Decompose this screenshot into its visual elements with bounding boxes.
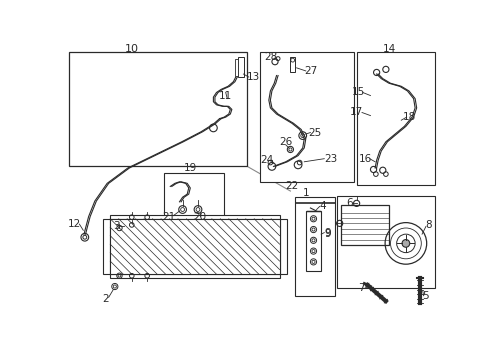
Bar [337, 195, 435, 288]
Text: 9: 9 [324, 228, 331, 238]
Text: 16: 16 [359, 154, 372, 164]
Bar [102, 219, 110, 274]
Bar [341, 205, 389, 245]
Text: 11: 11 [219, 91, 232, 100]
Bar [357, 53, 435, 185]
Text: 22: 22 [285, 181, 298, 192]
Text: 14: 14 [383, 44, 396, 54]
Text: 21: 21 [162, 212, 175, 222]
Text: 17: 17 [350, 108, 363, 117]
Text: 24: 24 [261, 155, 274, 165]
Bar [69, 53, 247, 166]
Text: 27: 27 [304, 66, 317, 76]
Text: 18: 18 [402, 112, 416, 122]
Bar [260, 53, 353, 182]
Text: 28: 28 [264, 52, 277, 62]
Bar [306, 211, 321, 271]
Bar [295, 197, 335, 296]
Bar [280, 219, 287, 274]
Text: 13: 13 [247, 72, 260, 82]
Bar [164, 172, 224, 220]
Bar [110, 215, 280, 219]
Text: 9: 9 [324, 229, 331, 239]
Text: 8: 8 [426, 220, 432, 230]
Bar [238, 57, 244, 77]
Text: 26: 26 [279, 137, 293, 147]
Text: 20: 20 [193, 212, 206, 222]
Text: 12: 12 [68, 219, 81, 229]
Text: 25: 25 [308, 127, 321, 138]
Text: 10: 10 [125, 44, 139, 54]
Text: 23: 23 [324, 154, 337, 164]
Text: 4: 4 [319, 202, 326, 211]
Text: 1: 1 [302, 188, 309, 198]
Text: 5: 5 [422, 291, 429, 301]
Text: 3: 3 [113, 221, 120, 231]
Bar [110, 219, 280, 274]
Text: 7: 7 [358, 283, 365, 293]
Text: 2: 2 [102, 294, 109, 304]
Text: 19: 19 [184, 163, 197, 173]
Bar [235, 59, 238, 76]
Circle shape [402, 239, 410, 247]
Bar [291, 57, 295, 72]
Bar [110, 274, 280, 278]
Text: 15: 15 [351, 87, 365, 98]
Text: 6: 6 [346, 198, 353, 208]
